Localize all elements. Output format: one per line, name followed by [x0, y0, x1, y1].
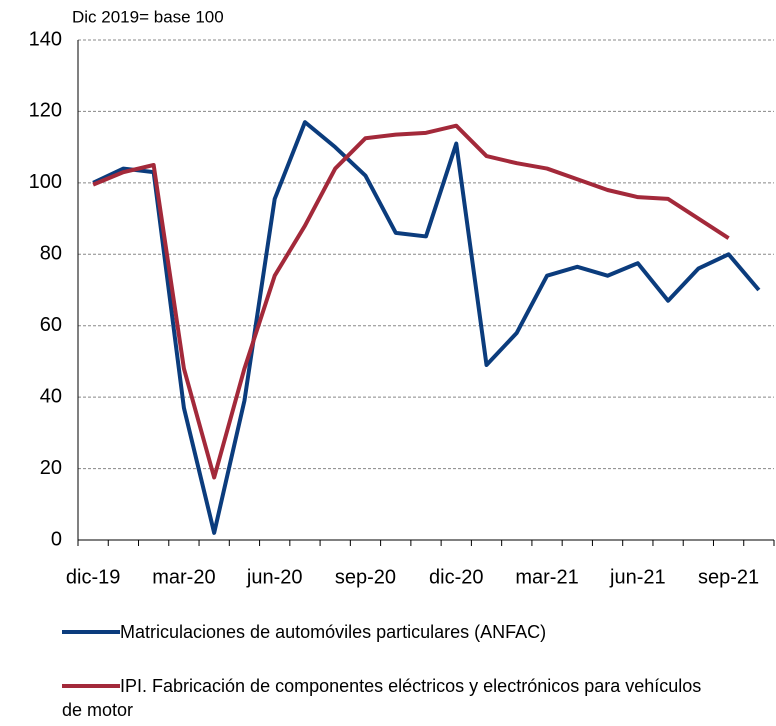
x-tick-label: dic-20 — [429, 566, 483, 588]
y-tick-label: 40 — [40, 385, 62, 407]
x-tick-label: jun-21 — [609, 566, 666, 588]
x-tick-label: sep-21 — [698, 566, 759, 588]
legend-label: IPI. Fabricación de componentes eléctric… — [62, 676, 702, 720]
x-tick-label: mar-21 — [515, 566, 578, 588]
legend-label: Matriculaciones de automóviles particula… — [120, 622, 547, 642]
x-tick-label: jun-20 — [246, 566, 303, 588]
series-line — [92, 120, 761, 535]
x-tick-label: dic-19 — [66, 566, 120, 588]
series-line — [92, 123, 730, 480]
x-tick-label: sep-20 — [335, 566, 396, 588]
y-tick-label: 120 — [29, 100, 62, 122]
y-tick-label: 20 — [40, 457, 62, 479]
y-tick-label: 100 — [29, 171, 62, 193]
x-tick-label: mar-20 — [152, 566, 215, 588]
y-tick-label: 60 — [40, 314, 62, 336]
y-tick-label: 0 — [51, 528, 62, 550]
y-tick-label: 80 — [40, 243, 62, 265]
y-tick-label: 140 — [29, 28, 62, 50]
y-axis-label: Dic 2019= base 100 — [72, 7, 224, 26]
